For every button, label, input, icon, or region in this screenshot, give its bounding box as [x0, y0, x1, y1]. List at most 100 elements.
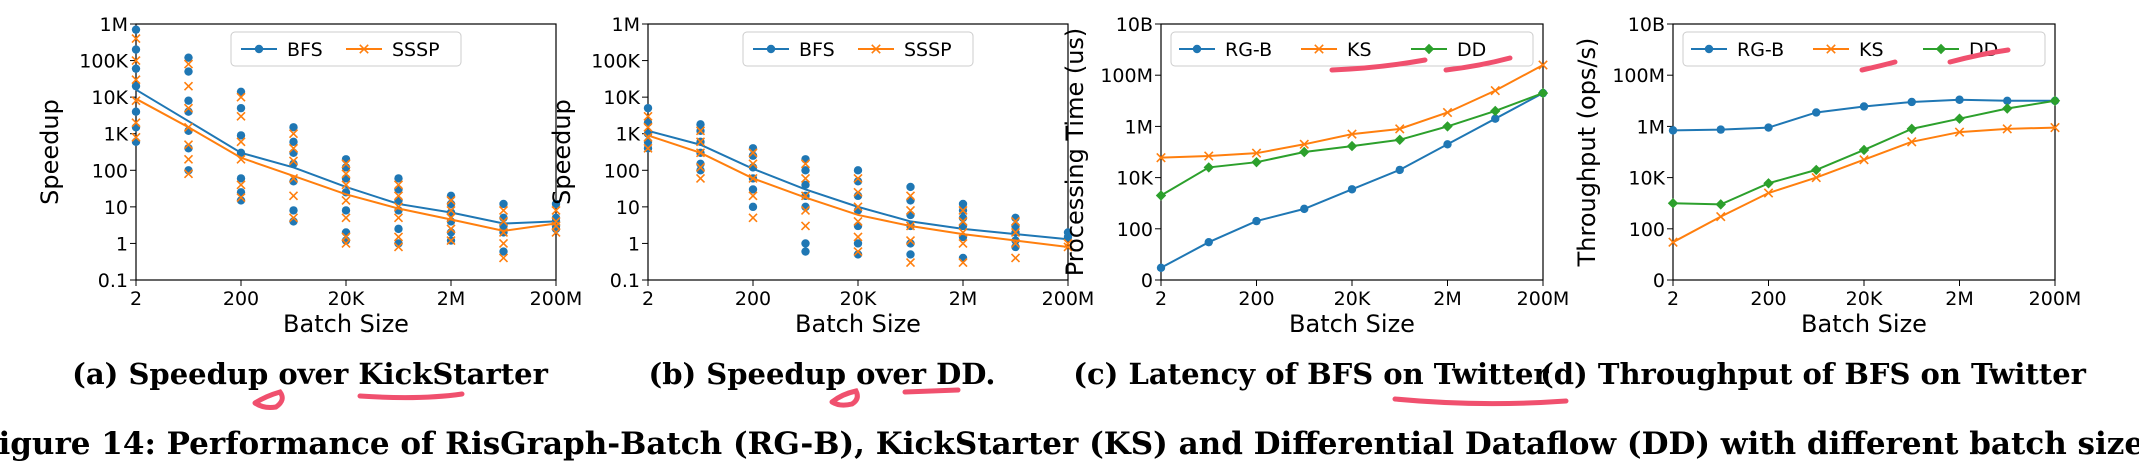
- scatter-point-stroke: [643, 132, 653, 142]
- scatter-point: [643, 111, 653, 121]
- scatter-point-stroke: [131, 118, 141, 128]
- scatter-point-stroke: [446, 195, 456, 205]
- series-dd: [1667, 95, 2061, 210]
- scatter-point: [958, 238, 968, 248]
- scatter-point: [905, 235, 916, 246]
- data-point: [1667, 198, 1679, 209]
- x-tick-label: 2M: [949, 288, 977, 310]
- x-tick-label: 2M: [437, 288, 465, 310]
- scatter-point-stroke: [288, 129, 299, 139]
- scatter-point: [1010, 227, 1021, 237]
- series-ks: [1668, 122, 2060, 247]
- panel-caption: (b) Speedup over DD.: [648, 357, 995, 391]
- highlight-stroke: [1947, 47, 2011, 65]
- scatter-point: [289, 148, 298, 158]
- data-point: [1859, 154, 1869, 165]
- x-tick-label: 20K: [328, 288, 365, 310]
- scatter-point-stroke: [446, 224, 456, 234]
- data-point: [1906, 137, 1917, 147]
- legend: BFS SSSP: [742, 31, 974, 67]
- scatter-point-stroke: [498, 238, 509, 248]
- scatter-point: [289, 206, 298, 215]
- data-point: [1156, 152, 1166, 163]
- scatter-point: [131, 25, 141, 34]
- legend-swatch-marker: [1192, 44, 1202, 54]
- scatter-point-stroke: [643, 111, 653, 121]
- data-point: [1155, 190, 1167, 201]
- x-axis-label: Batch Size: [1289, 310, 1415, 338]
- data-point-stroke: [1203, 151, 1214, 161]
- highlight-stroke: [1329, 57, 1428, 73]
- legend-label: SSSP: [392, 39, 440, 61]
- scatter-point: [131, 132, 141, 142]
- scatter-point: [801, 180, 810, 190]
- scatter-point: [958, 205, 968, 215]
- x-tick-label: 200: [223, 288, 259, 310]
- data-point: [1811, 172, 1822, 183]
- data-point: [1346, 140, 1358, 152]
- legend: BFS SSSP: [230, 31, 462, 67]
- highlight-stroke: [902, 387, 961, 395]
- scatter-point-stroke: [853, 216, 863, 226]
- highlight-stroke: [1859, 59, 1898, 73]
- scatter-point-stroke: [183, 169, 194, 179]
- scatter-point-stroke: [446, 235, 456, 246]
- data-point: [2003, 96, 2012, 106]
- highlight-stroke: [1443, 55, 1513, 73]
- y-tick-label: 100: [604, 160, 640, 182]
- scatter-point: [131, 33, 141, 44]
- scatter-point-stroke: [236, 137, 246, 147]
- legend-label: RG-B: [1737, 39, 1784, 61]
- data-point: [1490, 85, 1501, 96]
- y-tick-label: 1M: [100, 14, 128, 36]
- scatter-point-stroke: [748, 213, 758, 223]
- x-tick-label: 20K: [1334, 288, 1371, 310]
- y-tick-label: 0: [1141, 270, 1153, 292]
- scatter-point: [236, 92, 246, 102]
- data-point: [1299, 139, 1310, 150]
- handwritten-annotations: [252, 47, 2011, 410]
- scatter-point-stroke: [800, 205, 811, 215]
- data-point: [1204, 237, 1213, 247]
- scatter-point: [236, 196, 246, 205]
- x-tick-label: 2: [1667, 288, 1679, 310]
- y-axis-label: Processing Time (us): [1061, 28, 1089, 277]
- series-rg-b: [1156, 88, 1548, 272]
- data-point: [1394, 134, 1405, 145]
- scatter-point-stroke: [341, 169, 351, 179]
- data-point-stroke: [1251, 148, 1262, 158]
- y-tick-label: 1: [628, 233, 640, 255]
- data-point: [1251, 148, 1262, 158]
- data-point: [1203, 162, 1214, 173]
- series-line: [135, 97, 557, 232]
- scatter-point: [446, 205, 456, 215]
- scatter-point: [905, 205, 916, 215]
- scatter-point-stroke: [853, 246, 863, 257]
- highlight-stroke: [357, 391, 465, 401]
- scatter-point: [853, 166, 863, 175]
- scatter-point-stroke: [288, 213, 299, 223]
- scatter-point-stroke: [288, 156, 299, 166]
- scatter-point: [853, 250, 863, 259]
- scatter-point-stroke: [446, 205, 456, 215]
- x-tick-label: 200M: [1517, 288, 1570, 310]
- scatter-point-stroke: [393, 213, 404, 223]
- scatter-point: [183, 140, 194, 150]
- x-tick-label: 200: [1750, 288, 1786, 310]
- y-tick-label: 100K: [79, 51, 128, 73]
- legend-label: BFS: [287, 39, 323, 61]
- y-axis-label: Speedup: [36, 99, 64, 205]
- data-point-stroke: [1715, 211, 1726, 222]
- scatter-point: [393, 242, 404, 252]
- data-point: [1347, 129, 1357, 139]
- scatter-point-stroke: [853, 202, 863, 212]
- data-point-stroke: [1668, 237, 1678, 247]
- scatter-point: [499, 247, 508, 256]
- scatter-point: [183, 59, 194, 69]
- scatter-point-stroke: [498, 216, 509, 226]
- scatter-point: [341, 213, 351, 223]
- scatter-point-stroke: [183, 81, 194, 91]
- data-point: [1537, 87, 1549, 99]
- data-point: [2050, 122, 2060, 133]
- scatter-point: [1010, 216, 1021, 226]
